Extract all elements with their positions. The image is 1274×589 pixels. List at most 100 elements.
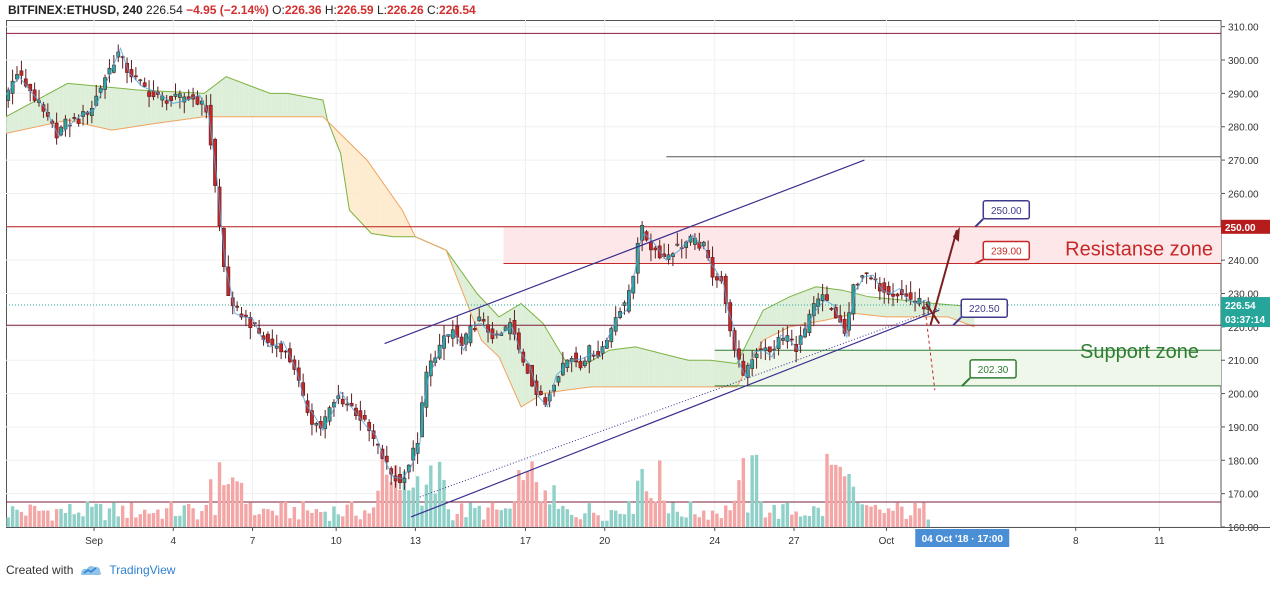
volume-bar	[217, 462, 222, 527]
volume-bar	[569, 514, 574, 527]
cloud-segment	[459, 268, 464, 296]
cloud-segment	[732, 363, 737, 387]
cloud-segment	[714, 360, 720, 387]
volume-bar	[856, 502, 860, 527]
cloud-segment	[58, 85, 64, 122]
volume-bar	[411, 487, 415, 527]
volume-bar	[644, 491, 649, 527]
cloud-segment	[287, 93, 293, 117]
open-value: 226.36	[284, 3, 322, 17]
candle-body	[89, 107, 94, 117]
callout-pointer	[961, 377, 971, 387]
volume-bar	[354, 515, 358, 527]
volume-bar	[305, 510, 310, 527]
created-with-text: Created with	[6, 563, 74, 577]
callout-text: 220.50	[969, 304, 1000, 315]
senkou-span-a-line	[6, 76, 975, 365]
volume-bar	[926, 519, 930, 527]
candle-body	[138, 79, 143, 82]
candle-body	[477, 316, 482, 322]
cloud-segment	[582, 362, 588, 389]
volume-bar	[530, 461, 534, 527]
candle-body	[649, 242, 653, 251]
volume-bar	[820, 516, 825, 527]
volume-bar	[239, 482, 244, 527]
volume-bar	[76, 512, 81, 527]
candle-body	[19, 70, 24, 76]
cloud-segment	[265, 91, 271, 117]
volume-bar	[283, 501, 288, 527]
volume-bar	[658, 460, 662, 527]
callout-box	[982, 200, 1031, 220]
symbol-title[interactable]: BITFINEX:ETHUSD, 240	[8, 3, 143, 17]
volume-bar	[913, 503, 917, 527]
volume-bar	[525, 471, 530, 527]
cloud-segment	[631, 346, 636, 387]
callout-text: 239.00	[991, 246, 1022, 257]
cloud-segment	[613, 349, 618, 387]
callout-box	[969, 359, 1017, 379]
candle-body	[279, 343, 284, 353]
volume-bar	[578, 519, 583, 527]
candle-body	[169, 96, 173, 102]
cloud-segment	[626, 347, 632, 387]
price-callout: 239.00	[974, 240, 1031, 265]
candle-body	[142, 82, 147, 87]
cloud-segment	[28, 102, 33, 129]
candle-body	[578, 360, 583, 369]
cloud-segment	[595, 355, 601, 387]
cloud-segment	[886, 298, 891, 317]
cloud-segment	[499, 314, 504, 367]
candle-body	[72, 117, 77, 119]
resistance-zone	[503, 226, 1221, 264]
price-callout: 202.30	[961, 359, 1017, 387]
volume-bar	[481, 519, 486, 527]
volume-bar	[486, 507, 490, 527]
volume-bar	[680, 516, 684, 527]
volume-bar	[591, 512, 596, 527]
volume-bar	[402, 471, 407, 527]
candle-body	[538, 390, 543, 395]
volume-bar	[622, 514, 627, 527]
volume-bar	[376, 490, 380, 527]
cloud-segment	[798, 291, 803, 326]
cloud-segment	[648, 350, 654, 387]
candle-body	[591, 354, 596, 357]
y-axis-tick-label: 160.00	[1228, 523, 1259, 534]
cloud-segment	[314, 98, 319, 117]
cloud-segment	[842, 290, 847, 317]
cloud-segment	[705, 360, 711, 387]
cloud-segment	[256, 88, 262, 117]
trend-line	[384, 159, 865, 345]
volume-bar	[459, 503, 464, 527]
cloud-segment	[124, 88, 130, 129]
candle-body	[244, 314, 248, 317]
volume-bar	[349, 501, 354, 527]
volume-bar	[319, 512, 323, 527]
cloud-segment	[697, 360, 702, 387]
volume-bar	[499, 510, 503, 527]
volume-bar	[878, 509, 882, 527]
volume-bar	[746, 512, 750, 527]
cloud-segment	[270, 93, 275, 117]
chart-frame[interactable]: Resistanse zone Support zone 250.00 239.00 2…	[6, 0, 1270, 553]
candle-body	[283, 350, 288, 353]
volume-bar	[662, 500, 666, 527]
x-axis-tick-label: 20	[599, 536, 611, 547]
volume-bar	[248, 502, 253, 527]
price-chart[interactable]: Resistanse zone Support zone 250.00 239.00 2…	[6, 0, 1270, 553]
candle-body	[54, 122, 59, 139]
candle-body	[345, 403, 350, 406]
volume-bar	[288, 518, 292, 527]
volume-bar	[253, 515, 257, 527]
volume-bar	[142, 509, 147, 527]
candle-body	[195, 96, 200, 105]
volume-bar	[728, 510, 732, 527]
volume-bar	[257, 514, 261, 527]
tradingview-link[interactable]: TradingView	[109, 563, 176, 577]
candle-body	[362, 415, 367, 420]
last-price: 226.54	[146, 3, 183, 17]
cloud-segment	[635, 346, 640, 387]
volume-bar	[539, 501, 543, 527]
cloud-segment	[67, 83, 73, 122]
